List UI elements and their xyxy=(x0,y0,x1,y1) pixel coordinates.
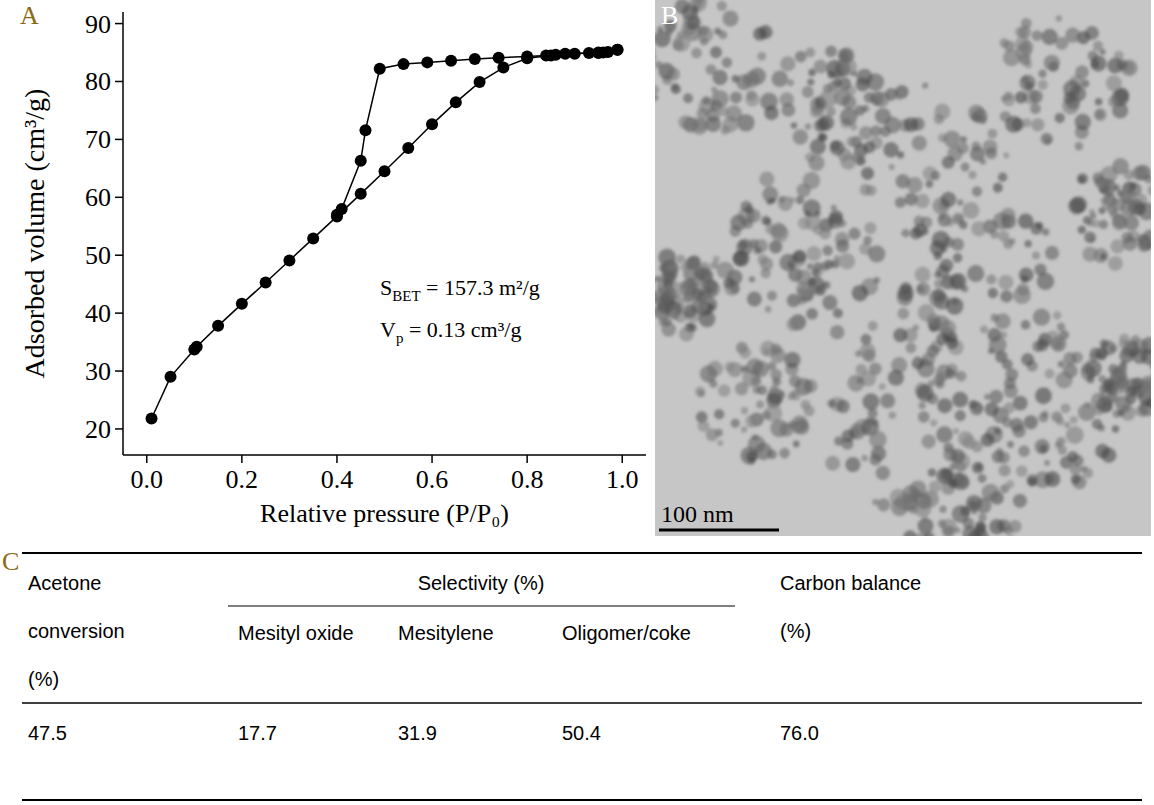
x-tick-label: 0.0 xyxy=(131,465,164,494)
table-rule xyxy=(228,605,735,606)
table-cell: 31.9 xyxy=(398,722,437,744)
column-head: Oligomer/coke xyxy=(562,622,691,644)
data-point xyxy=(398,58,410,70)
y-tick xyxy=(115,370,123,372)
x-tick-label: 0.2 xyxy=(226,465,259,494)
column-head: Carbon balance(%) xyxy=(780,572,921,642)
y-axis-title: Adsorbed volume (cm³/g) xyxy=(19,89,50,379)
x-tick xyxy=(241,455,243,463)
column-head: Mesitylene xyxy=(398,622,494,644)
scale-bar-label: 100 nm xyxy=(661,501,734,527)
micrograph-background xyxy=(655,0,1151,536)
x-tick xyxy=(431,455,433,463)
y-tick-label: 50 xyxy=(85,241,111,270)
x-tick-label: 0.8 xyxy=(511,465,544,494)
annotation-symbol: V xyxy=(380,317,396,342)
data-point xyxy=(307,232,319,244)
annotation: Vp = 0.13 cm³/g xyxy=(380,317,521,346)
table-rule xyxy=(22,552,1142,554)
y-tick-label: 40 xyxy=(85,299,111,328)
data-point xyxy=(359,124,371,136)
data-point xyxy=(493,52,505,64)
y-tick-label: 20 xyxy=(85,415,111,444)
y-tick-label: 30 xyxy=(85,357,111,386)
y-tick xyxy=(115,254,123,256)
panel-b: 100 nm B xyxy=(632,0,1154,573)
data-point xyxy=(212,320,224,332)
table-rule xyxy=(22,799,1142,801)
y-tick-label: 60 xyxy=(85,183,111,212)
data-point xyxy=(474,76,486,88)
data-point xyxy=(445,55,457,67)
y-tick-label: 90 xyxy=(85,10,111,39)
data-point xyxy=(450,96,462,108)
data-point xyxy=(421,56,433,68)
x-tick xyxy=(146,455,148,463)
data-point xyxy=(426,118,438,130)
y-axis xyxy=(122,12,124,455)
table-cell: 17.7 xyxy=(238,722,277,744)
plot-data xyxy=(146,44,624,425)
annotation: SBET = 157.3 m²/g xyxy=(380,275,540,304)
data-point xyxy=(469,53,481,65)
data-point xyxy=(521,51,533,63)
y-tick xyxy=(115,139,123,141)
data-point xyxy=(236,298,248,310)
annotation-subscript: p xyxy=(396,330,404,346)
data-point xyxy=(331,209,343,221)
group-head: Selectivity (%) xyxy=(418,572,545,594)
annotation-text: = 157.3 m²/g xyxy=(421,275,540,300)
panel-c: C Acetoneconversion(%) Selectivity (%) Mesi… xyxy=(2,547,1142,800)
data-point xyxy=(583,47,595,59)
x-axis xyxy=(123,454,646,456)
x-tick-label: 1.0 xyxy=(606,465,639,494)
figure: A 0.0 0.2 0.4 0.6 0.8 1.0 20 30 40 50 60 70 80 90 Relat… xyxy=(0,0,1154,805)
y-tick xyxy=(115,197,123,199)
data-point xyxy=(260,276,272,288)
x-tick-label: 0.6 xyxy=(416,465,449,494)
scale-bar xyxy=(659,529,779,532)
panel-a: A 0.0 0.2 0.4 0.6 0.8 1.0 20 30 40 50 60 70 80 90 Relat… xyxy=(19,1,646,528)
series-line xyxy=(337,50,618,215)
data-point xyxy=(355,155,367,167)
panel-label: A xyxy=(20,1,39,30)
x-axis-title: Relative pressure (P/P₀) xyxy=(260,499,509,528)
data-point xyxy=(146,413,158,425)
x-tick xyxy=(336,455,338,463)
scale-bar-patch xyxy=(657,496,785,534)
table-rule xyxy=(22,702,1142,704)
data-point xyxy=(165,371,177,383)
x-tick xyxy=(526,455,528,463)
y-tick xyxy=(115,81,123,83)
annotation-text: = 0.13 cm³/g xyxy=(403,317,521,342)
y-tick-label: 70 xyxy=(85,125,111,154)
x-tick xyxy=(621,455,623,463)
panel-label: B xyxy=(661,1,678,30)
annotation-symbol: S xyxy=(380,275,392,300)
data-point xyxy=(374,63,386,75)
x-tick-label: 0.4 xyxy=(321,465,354,494)
table-cell: 50.4 xyxy=(562,722,601,744)
y-tick xyxy=(115,312,123,314)
y-tick xyxy=(115,428,123,430)
annotation-subscript: BET xyxy=(392,288,420,304)
column-head: Acetoneconversion(%) xyxy=(28,572,125,690)
table-cell: 76.0 xyxy=(780,722,819,744)
y-tick-label: 80 xyxy=(85,67,111,96)
data-point xyxy=(402,142,414,154)
table-cell: 47.5 xyxy=(28,722,67,744)
data-point xyxy=(540,49,552,61)
micrograph xyxy=(655,0,1151,536)
data-point xyxy=(355,188,367,200)
y-tick xyxy=(115,23,123,25)
series-line xyxy=(152,50,618,419)
data-point xyxy=(191,341,203,353)
panel-label: C xyxy=(2,547,19,576)
data-point xyxy=(379,165,391,177)
column-head: Mesityl oxide xyxy=(238,622,354,644)
data-point xyxy=(283,254,295,266)
